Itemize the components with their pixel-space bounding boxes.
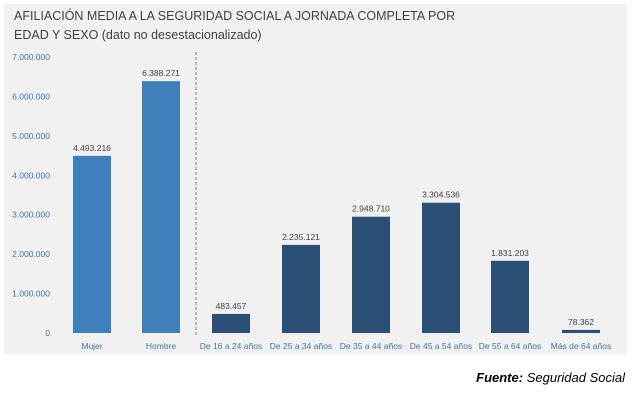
y-tick-label: 1.000.000 (12, 289, 50, 299)
x-tick-label: Más de 64 años (551, 341, 611, 351)
bar (282, 244, 320, 333)
data-label: 4.493.216 (73, 143, 111, 153)
bar (352, 216, 390, 333)
x-tick-label: De 35 a 44 años (340, 341, 402, 351)
y-tick-label: 0 (45, 328, 50, 338)
source-note: Fuente: Seguridad Social (476, 370, 625, 385)
data-label: 2.948.710 (352, 204, 390, 214)
bar (562, 329, 600, 333)
y-tick-label: 7.000.000 (12, 52, 50, 62)
data-label: 2.235.121 (282, 232, 320, 242)
x-tick-label: De 55 a 64 años (479, 341, 541, 351)
bar (422, 202, 460, 333)
x-tick-label: Mujer (81, 341, 102, 351)
data-label: 6.388.271 (142, 68, 180, 78)
y-tick-label: 2.000.000 (12, 249, 50, 259)
x-tick-label: De 45 a 54 años (410, 341, 472, 351)
x-tick-label: Hombre (146, 341, 177, 351)
source-label: Fuente: (476, 370, 524, 385)
bar (212, 313, 250, 333)
source-text: Seguridad Social (526, 370, 625, 385)
bar (142, 81, 180, 333)
bar (73, 155, 111, 333)
data-label: 483.457 (216, 301, 247, 311)
data-label: 1.831.203 (491, 248, 529, 258)
data-label: 78.362 (568, 317, 594, 327)
chart-title: AFILIACIÓN MEDIA A LA SEGURIDAD SOCIAL A… (14, 9, 456, 42)
y-tick-label: 3.000.000 (12, 210, 50, 220)
y-tick-label: 4.000.000 (12, 170, 50, 180)
data-label: 3.304.536 (422, 190, 460, 200)
bar (491, 260, 529, 333)
x-tick-label: De 16 a 24 años (200, 341, 262, 351)
y-tick-label: 6.000.000 (12, 91, 50, 101)
x-tick-label: De 25 a 34 años (270, 341, 332, 351)
y-tick-label: 5.000.000 (12, 131, 50, 141)
